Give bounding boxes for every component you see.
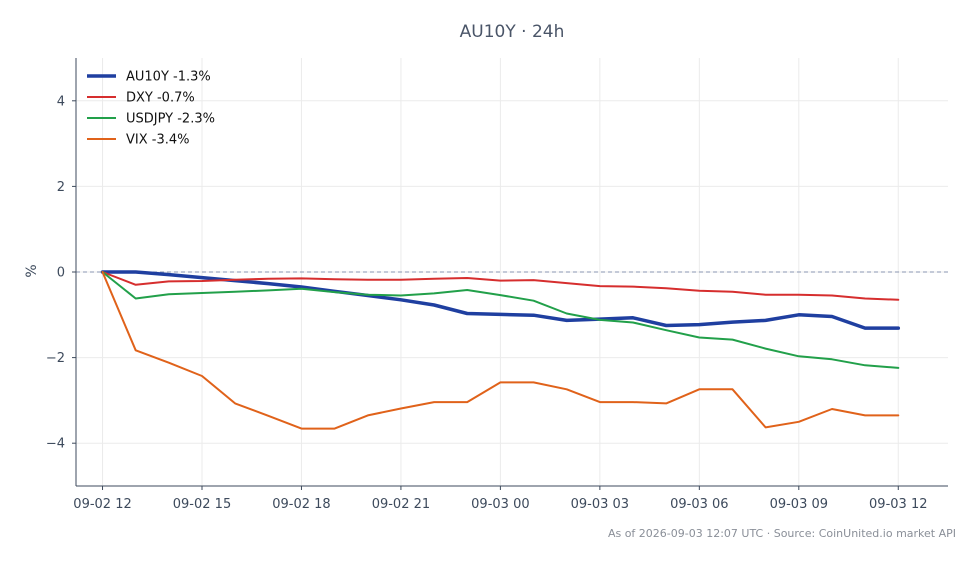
legend: AU10Y -1.3% DXY -0.7% USDJPY -2.3% VIX -3.4… [87,70,215,148]
y-tick-label: 0 [57,266,65,281]
x-tick-label: 09-03 06 [670,497,728,512]
y-tick-label: −4 [46,437,65,452]
x-tick-label: 09-02 15 [173,497,231,512]
y-axis-label: % [24,264,40,277]
chart-title: AU10Y · 24h [460,22,565,42]
series-line-2 [101,271,900,369]
x-tick-label: 09-02 21 [372,497,430,512]
x-tick-label: 09-02 12 [73,497,131,512]
legend-entry: USDJPY -2.3% [126,112,215,127]
x-tick-label: 09-02 18 [272,497,330,512]
legend-entry: VIX -3.4% [126,133,189,148]
legend-entry: AU10Y -1.3% [126,70,211,85]
series-line-1 [101,271,900,301]
series-line-3 [101,271,900,430]
legend-entry: DXY -0.7% [126,91,195,106]
y-tick-label: −2 [46,351,65,366]
x-tick-label: 09-03 12 [869,497,927,512]
y-tick-label: 4 [57,94,65,109]
series-group [100,270,901,430]
x-ticks: 09-02 12 09-02 15 09-02 18 09-02 21 09-03 00… [73,486,927,512]
x-tick-label: 09-03 09 [770,497,828,512]
x-tick-label: 09-03 00 [471,497,529,512]
y-tick-label: 2 [57,180,65,195]
footer-note: As of 2026-09-03 12:07 UTC · Source: Coi… [608,527,956,540]
x-tick-label: 09-03 03 [571,497,629,512]
y-ticks: −4 −2 0 2 4 [46,94,76,452]
